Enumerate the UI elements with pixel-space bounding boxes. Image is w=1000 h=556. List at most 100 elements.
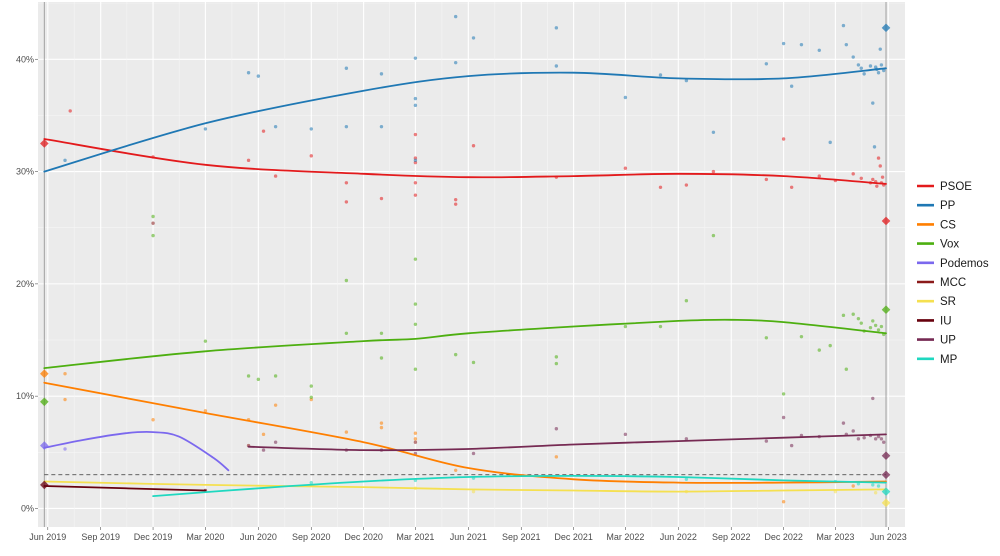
cs-poll-point xyxy=(554,455,559,459)
x-tick-label: Sep 2019 xyxy=(81,532,120,542)
pp-poll-point xyxy=(862,72,866,76)
pp-poll-point xyxy=(379,72,384,76)
psoe-poll-point xyxy=(471,144,476,148)
cs-poll-point xyxy=(379,421,384,425)
vox-poll-point xyxy=(828,343,832,348)
vox-poll-point xyxy=(844,367,849,371)
pp-poll-point xyxy=(273,124,278,129)
vox-poll-point xyxy=(344,331,349,335)
psoe-poll-point xyxy=(658,185,663,189)
psoe-poll-point xyxy=(453,197,458,202)
psoe-poll-point xyxy=(878,164,882,168)
up-poll-point xyxy=(273,440,278,444)
vox-poll-point xyxy=(413,322,418,326)
pp-poll-point xyxy=(868,64,873,68)
poll-points xyxy=(63,14,886,504)
cs-poll-point xyxy=(151,418,155,422)
vox-poll-point xyxy=(623,324,628,329)
x-tick-label: Jun 2023 xyxy=(870,532,907,542)
vox-poll-point xyxy=(151,233,155,238)
x-tick-label: Jun 2021 xyxy=(450,532,487,542)
vox-poll-point xyxy=(781,392,786,396)
psoe-poll-point xyxy=(413,132,418,137)
vox-poll-point xyxy=(711,233,716,238)
up-poll-point xyxy=(764,439,769,443)
pp-poll-point xyxy=(413,158,418,163)
psoe-poll-point xyxy=(413,193,418,197)
pp-poll-point xyxy=(871,101,875,105)
up-poll-point xyxy=(471,451,476,456)
y-tick-label: 20% xyxy=(16,279,34,289)
cs-poll-point xyxy=(273,403,278,407)
pp-poll-point xyxy=(872,145,877,149)
pp-poll-point xyxy=(471,36,476,40)
vox-result-marker xyxy=(40,397,49,407)
mp-poll-point xyxy=(684,477,689,481)
pp-poll-point xyxy=(453,60,458,65)
pp-poll-point xyxy=(876,71,881,75)
up-poll-point xyxy=(684,437,689,441)
y-axis: 0% 10% 20% 30% 40% xyxy=(16,54,38,513)
up-poll-point xyxy=(623,432,628,437)
pp-poll-point xyxy=(379,124,384,129)
cs-poll-point xyxy=(413,437,418,441)
psoe-poll-point xyxy=(789,185,794,189)
psoe-poll-point xyxy=(246,158,251,163)
x-tick-label: Dec 2019 xyxy=(134,532,173,542)
psoe-poll-point xyxy=(859,176,863,181)
y-tick-label: 10% xyxy=(16,391,34,401)
vox-poll-point xyxy=(856,316,861,321)
plot-panel xyxy=(38,2,905,527)
y-tick-label: 40% xyxy=(16,54,34,64)
legend-label-mcc: MCC xyxy=(940,277,966,289)
sr-poll-point xyxy=(873,491,878,495)
psoe-poll-point xyxy=(453,202,458,206)
cs-poll-point xyxy=(851,484,855,488)
legend-label-pp: PP xyxy=(940,200,956,212)
psoe-poll-point xyxy=(309,154,313,158)
pp-poll-point xyxy=(711,130,716,134)
vox-poll-point xyxy=(246,374,251,378)
up-poll-point xyxy=(554,427,559,431)
legend-label-podemos: Podemos xyxy=(940,258,989,270)
pp-poll-point xyxy=(623,95,628,100)
legend-label-cs: CS xyxy=(940,219,956,231)
pp-poll-point xyxy=(344,124,349,129)
cs-result-marker xyxy=(40,369,49,379)
pp-poll-point xyxy=(828,140,832,145)
up-poll-point xyxy=(862,436,866,440)
psoe-poll-point xyxy=(875,184,879,188)
pp-poll-point xyxy=(413,96,418,101)
mp-poll-point xyxy=(876,484,881,488)
vox-poll-point xyxy=(841,313,846,318)
iu-result-marker xyxy=(40,480,49,490)
vox-poll-point xyxy=(471,360,476,365)
up-poll-point xyxy=(879,437,884,441)
vox-poll-point xyxy=(151,214,155,219)
legend-label-sr: SR xyxy=(940,296,956,308)
podemos-result-marker xyxy=(40,441,49,450)
gridlines xyxy=(38,2,905,527)
up-poll-point xyxy=(789,443,794,448)
cs-poll-point xyxy=(781,500,786,504)
psoe-poll-point xyxy=(413,181,418,185)
psoe-poll-point xyxy=(851,172,855,176)
pp-poll-point xyxy=(413,103,418,108)
cs-poll-point xyxy=(413,431,418,435)
up-poll-point xyxy=(882,440,886,444)
vox-poll-point xyxy=(684,299,689,303)
vox-poll-point xyxy=(203,339,208,343)
x-tick-label: Sep 2021 xyxy=(502,532,541,542)
vox-poll-point xyxy=(799,334,804,339)
x-tick-label: Sep 2020 xyxy=(292,532,331,542)
vox-poll-point xyxy=(379,356,384,360)
y-tick-label: 0% xyxy=(21,503,34,513)
election-results xyxy=(40,23,891,508)
mp-result-marker xyxy=(881,487,891,496)
sr-poll-point xyxy=(471,489,476,494)
psoe-poll-point xyxy=(344,181,349,185)
vox-poll-point xyxy=(876,328,881,332)
vox-poll-point xyxy=(859,321,863,325)
up-poll-point xyxy=(261,448,266,452)
